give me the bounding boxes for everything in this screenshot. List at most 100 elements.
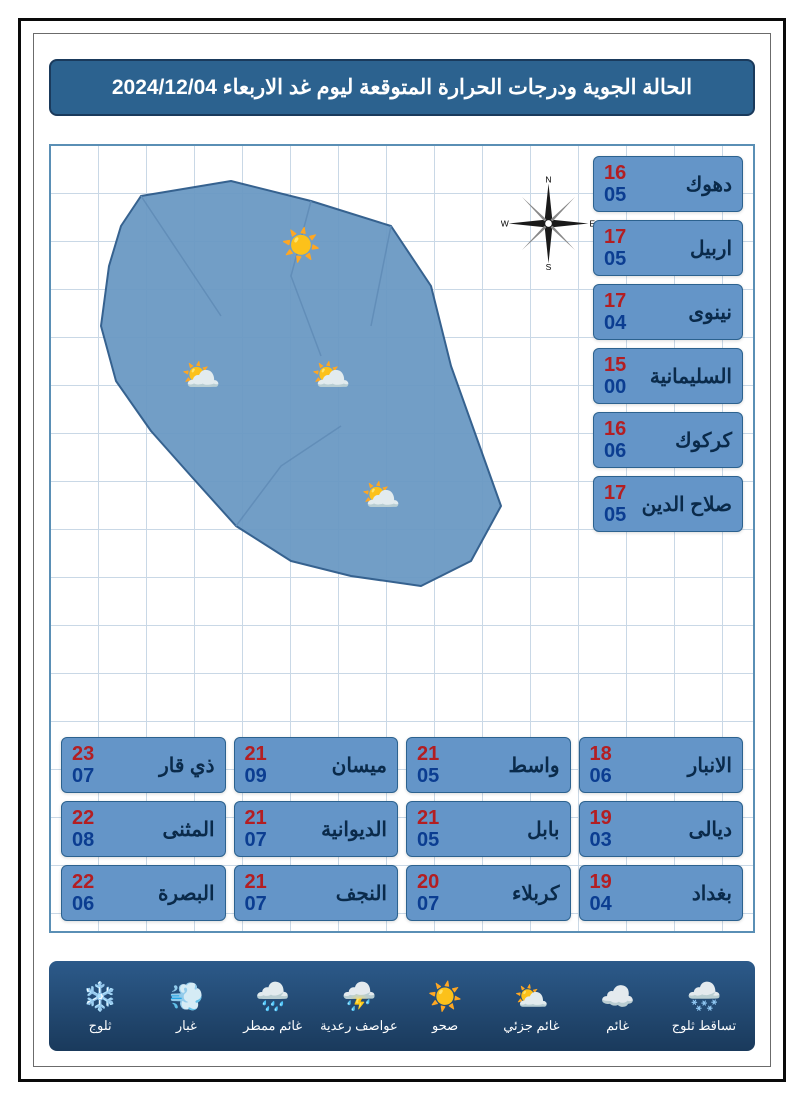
- temp-low: 08: [72, 829, 94, 851]
- legend-label: غائم ممطر: [243, 1018, 302, 1034]
- temp-low: 07: [245, 893, 267, 915]
- temp-high: 21: [245, 743, 267, 765]
- legend-label: تساقط ثلوج: [672, 1018, 736, 1034]
- city-cell: اربيل 17 05: [593, 220, 743, 276]
- legend-label: ثلوج: [89, 1018, 112, 1034]
- temp-high: 18: [590, 743, 612, 765]
- dust-icon: 💨: [169, 978, 204, 1014]
- temp-high: 17: [604, 226, 626, 248]
- city-temps: 18 06: [590, 743, 612, 787]
- partly-cloudy-icon: ⛅: [311, 356, 351, 394]
- temp-low: 09: [245, 765, 267, 787]
- city-temps: 21 09: [245, 743, 267, 787]
- city-cell: واسط 21 05: [406, 737, 571, 793]
- legend-item: 🌧️ غائم ممطر: [230, 978, 316, 1034]
- city-cell: البصرة 22 06: [61, 865, 226, 921]
- city-cell: دهوك 16 05: [593, 156, 743, 212]
- temp-low: 00: [604, 376, 626, 398]
- rain-icon: 🌧️: [255, 978, 290, 1014]
- compass-icon: N S E W: [501, 176, 596, 271]
- temp-high: 23: [72, 743, 94, 765]
- city-name: واسط: [439, 753, 559, 778]
- temp-high: 17: [604, 482, 626, 504]
- partly-cloudy-icon: ⛅: [181, 356, 221, 394]
- legend-label: غبار: [176, 1018, 197, 1034]
- temp-high: 21: [417, 743, 439, 765]
- city-name: دهوك: [626, 172, 732, 197]
- city-grid: الانبار 18 06 واسط 21 05 ميسان 21 09 ذي …: [61, 737, 743, 921]
- city-name: كربلاء: [439, 881, 559, 906]
- city-name: بابل: [439, 817, 559, 842]
- temp-low: 07: [417, 893, 439, 915]
- city-name: البصرة: [94, 881, 214, 906]
- city-name: النجف: [267, 881, 387, 906]
- temp-high: 22: [72, 871, 94, 893]
- city-name: الديوانية: [267, 817, 387, 842]
- side-city-list: دهوك 16 05 اربيل 17 05 نينوى 17 04 السلي…: [593, 156, 743, 532]
- city-cell: كركوك 16 06: [593, 412, 743, 468]
- city-temps: 16 06: [604, 418, 626, 462]
- temp-low: 05: [417, 829, 439, 851]
- city-temps: 22 08: [72, 807, 94, 851]
- legend-item: ❄️ ثلوج: [57, 978, 143, 1034]
- legend-label: عواصف رعدية: [320, 1018, 398, 1034]
- temp-high: 21: [245, 807, 267, 829]
- city-temps: 17 04: [604, 290, 626, 334]
- partly-cloudy-icon: ⛅: [361, 476, 401, 514]
- legend-item: 🌨️ تساقط ثلوج: [661, 978, 747, 1034]
- temp-high: 22: [72, 807, 94, 829]
- city-name: بغداد: [612, 881, 732, 906]
- outer-frame: الحالة الجوية ودرجات الحرارة المتوقعة لي…: [18, 18, 786, 1082]
- legend-item: ⛅ غائم جزئي: [488, 978, 574, 1034]
- temp-high: 16: [604, 418, 626, 440]
- temp-low: 06: [590, 765, 612, 787]
- city-cell: النجف 21 07: [234, 865, 399, 921]
- city-temps: 21 07: [245, 807, 267, 851]
- city-temps: 15 00: [604, 354, 626, 398]
- temp-high: 21: [245, 871, 267, 893]
- cloudy-icon: ☁️: [600, 978, 635, 1014]
- temp-low: 05: [604, 248, 626, 270]
- city-temps: 20 07: [417, 871, 439, 915]
- svg-text:N: N: [545, 176, 551, 185]
- temp-low: 05: [604, 504, 626, 526]
- temp-low: 03: [590, 829, 612, 851]
- city-temps: 17 05: [604, 226, 626, 270]
- sun-icon: ☀️: [281, 226, 321, 264]
- city-temps: 21 05: [417, 743, 439, 787]
- city-temps: 17 05: [604, 482, 626, 526]
- city-name: صلاح الدين: [626, 492, 732, 517]
- city-temps: 21 07: [245, 871, 267, 915]
- svg-text:S: S: [546, 262, 552, 271]
- city-name: اربيل: [626, 236, 732, 261]
- city-cell: المثنى 22 08: [61, 801, 226, 857]
- temp-high: 15: [604, 354, 626, 376]
- city-cell: ميسان 21 09: [234, 737, 399, 793]
- temp-low: 06: [604, 440, 626, 462]
- temp-high: 16: [604, 162, 626, 184]
- cloud-snow-icon: 🌨️: [686, 978, 721, 1014]
- city-cell: ديالى 19 03: [579, 801, 744, 857]
- temp-low: 04: [590, 893, 612, 915]
- temp-low: 06: [72, 893, 94, 915]
- svg-text:W: W: [501, 218, 510, 228]
- city-cell: صلاح الدين 17 05: [593, 476, 743, 532]
- city-cell: ذي قار 23 07: [61, 737, 226, 793]
- temp-low: 05: [417, 765, 439, 787]
- temp-low: 04: [604, 312, 626, 334]
- city-cell: بغداد 19 04: [579, 865, 744, 921]
- city-cell: الديوانية 21 07: [234, 801, 399, 857]
- legend-item: 💨 غبار: [143, 978, 229, 1034]
- temp-high: 17: [604, 290, 626, 312]
- legend-item: ☀️ صحو: [402, 978, 488, 1034]
- city-name: السليمانية: [626, 364, 732, 389]
- legend-bar: 🌨️ تساقط ثلوج ☁️ غائم ⛅ غائم جزئي ☀️ صحو…: [49, 961, 755, 1051]
- city-name: ديالى: [612, 817, 732, 842]
- snow-icon: ❄️: [83, 978, 118, 1014]
- city-row: بغداد 19 04 كربلاء 20 07 النجف 21 07 الب…: [61, 865, 743, 921]
- city-name: المثنى: [94, 817, 214, 842]
- temp-high: 19: [590, 807, 612, 829]
- sun-icon: ☀️: [428, 978, 463, 1014]
- city-cell: الانبار 18 06: [579, 737, 744, 793]
- legend-item: ⛈️ عواصف رعدية: [316, 978, 402, 1034]
